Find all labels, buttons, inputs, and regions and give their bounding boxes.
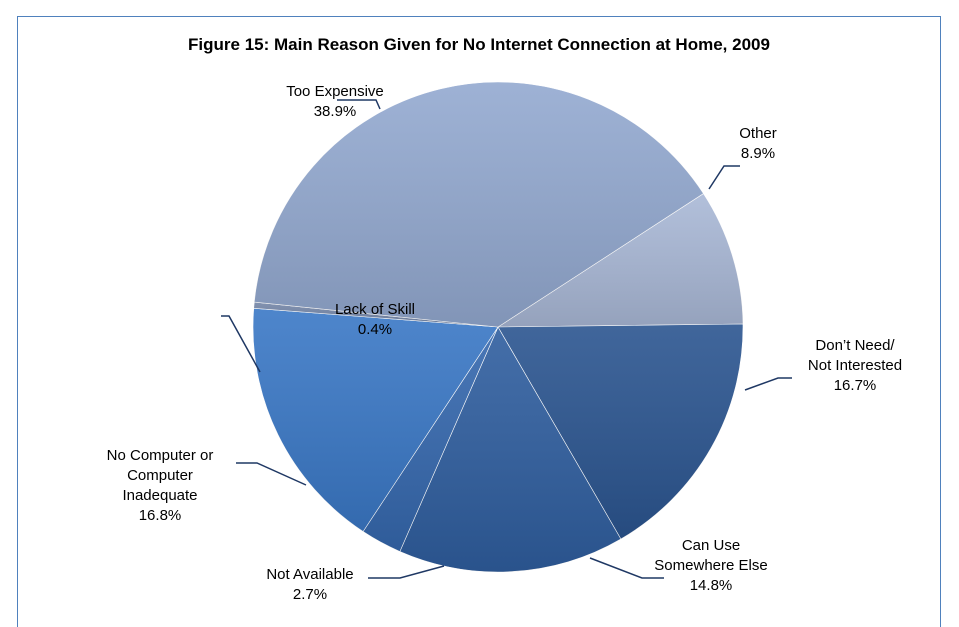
pie-slice-shade-other <box>498 193 743 327</box>
chart-title: Figure 15: Main Reason Given for No Inte… <box>188 35 770 54</box>
slice-label-not-available: Not Available 2.7% <box>245 565 375 605</box>
slice-label-text: Somewhere Else <box>654 557 768 574</box>
slice-label-text: Don’t Need/ <box>815 337 895 354</box>
leader-line-can-use-somewhere-else <box>589 557 664 579</box>
leader-line-other <box>708 165 740 190</box>
slice-value-label: 2.7% <box>292 586 328 603</box>
leader-line-lack-of-skill <box>221 315 261 373</box>
slice-label-text: No Computer or <box>106 447 214 464</box>
slice-label-text: Inadequate <box>122 487 198 504</box>
slice-label-text: Not Available <box>266 566 354 583</box>
leader-line-no-computer-or-computer-inadequate <box>236 462 307 486</box>
slice-label-can-use-somewhere-else: Can Use Somewhere Else 14.8% <box>646 536 776 596</box>
slice-label-too-expensive: Too Expensive 38.9% <box>270 82 400 122</box>
slice-value-label: 16.7% <box>833 377 877 394</box>
leader-line-too-expensive <box>337 99 381 110</box>
slice-label-lack-of-skill: Lack of Skill 0.4% <box>320 300 430 340</box>
slice-label-text: Lack of Skill <box>334 301 416 318</box>
slice-label-text: Can Use <box>681 537 741 554</box>
leader-line-don-t-need-not-interested <box>744 377 792 391</box>
pie-slice-shade-too-expensive <box>254 81 704 327</box>
slice-label-don-t-need-not-interested: Don’t Need/Not Interested 16.7% <box>780 336 930 396</box>
slice-label-no-computer-or-computer-inadequate: No Computer or Computer Inadequate 16.8% <box>90 446 230 526</box>
slice-label-text: Computer <box>127 467 193 484</box>
slice-value-label: 16.8% <box>138 507 182 524</box>
slice-value-label: 14.8% <box>689 577 733 594</box>
slice-value-label: 38.9% <box>313 103 357 120</box>
slice-label-text: Other <box>739 125 777 142</box>
leader-line-not-available <box>368 565 445 579</box>
pie-slice-shade-can-use-somewhere-else <box>399 327 621 572</box>
slice-label-text: Too Expensive <box>286 83 384 100</box>
pie-slice-shade-no-computer-or-computer-inadequate <box>252 308 498 532</box>
slice-value-label: 0.4% <box>357 321 393 338</box>
slice-value-label: 8.9% <box>740 145 776 162</box>
slice-label-text: Not Interested <box>807 357 903 374</box>
pie-slice-shade-not-available <box>363 327 498 552</box>
pie-slice-shade-don-t-need-not-interested <box>498 323 743 539</box>
slice-label-other: Other 8.9% <box>718 124 798 164</box>
